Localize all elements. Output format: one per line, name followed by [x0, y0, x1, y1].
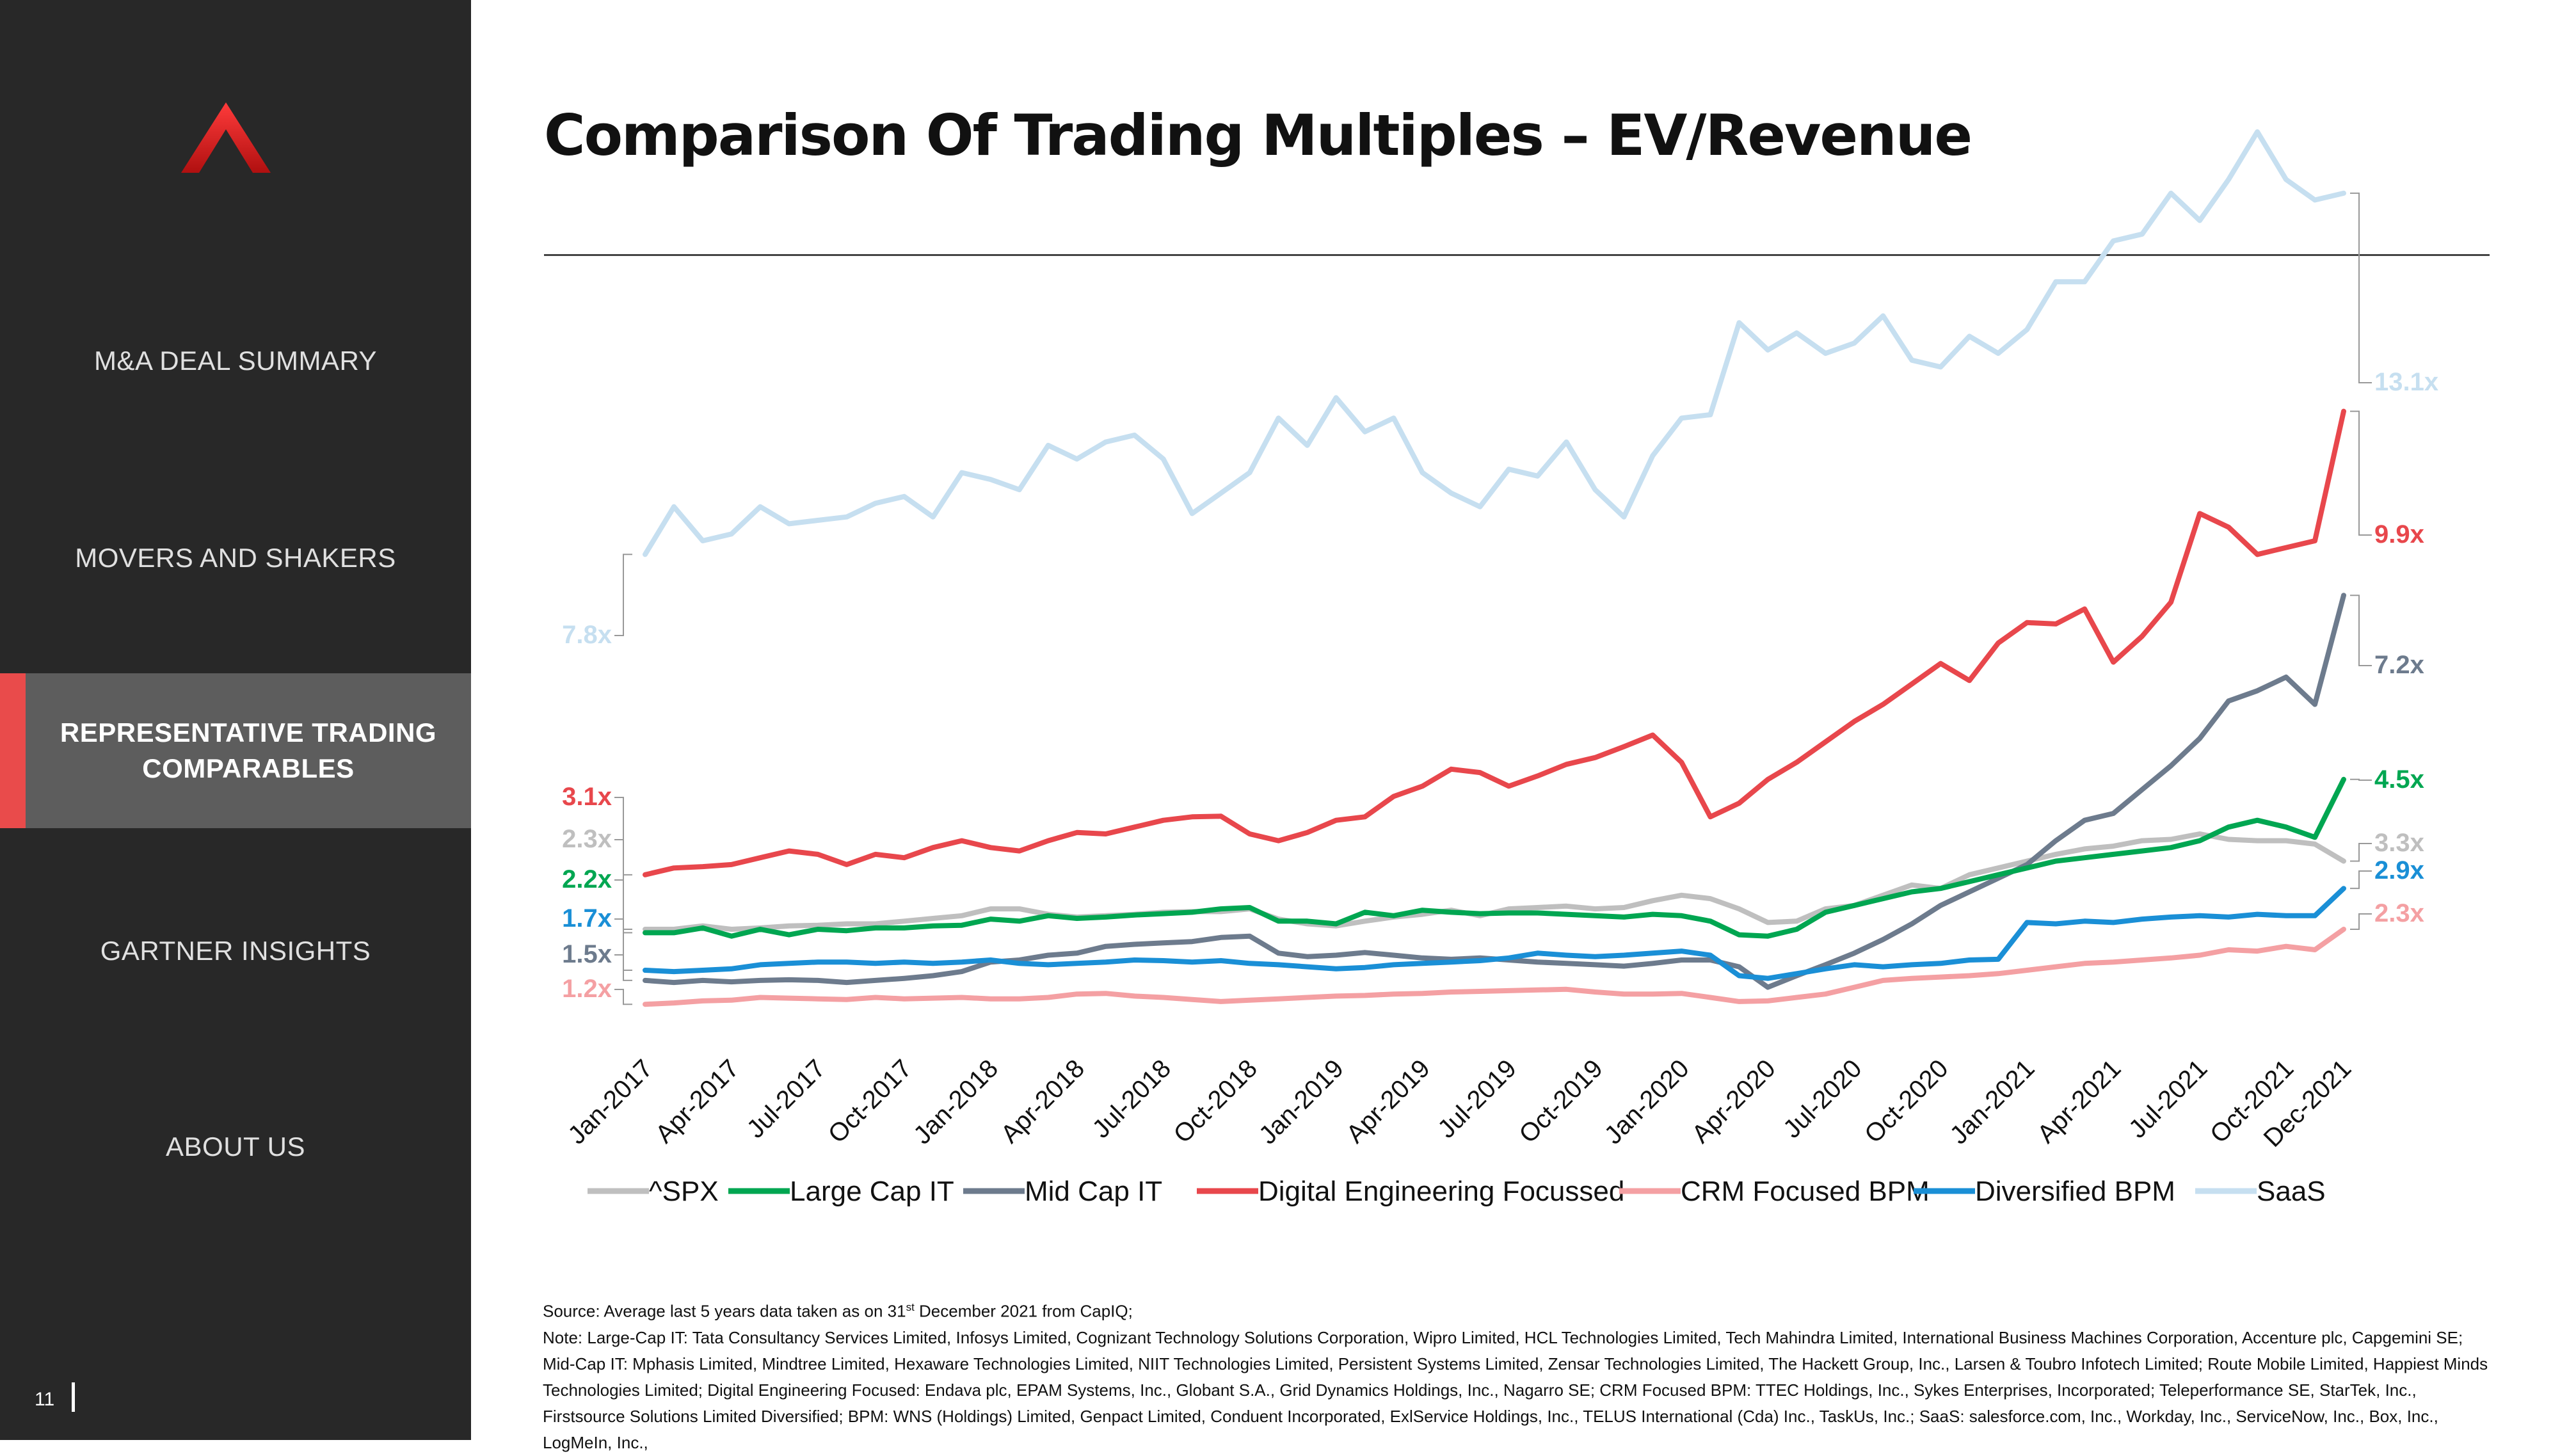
- page-number: 11: [35, 1389, 55, 1410]
- source-note: Source: Average last 5 years data taken …: [543, 1301, 1133, 1321]
- end-label-leader-saas: [2350, 192, 2372, 383]
- nav-item-label-line1: REPRESENTATIVE TRADING: [60, 717, 437, 748]
- nav-item-label-line2: COMPARABLES: [142, 753, 355, 783]
- series-line-large-cap-it: [643, 776, 2346, 939]
- legend-label-crm-focused-bpm: CRM Focused BPM: [1681, 1176, 1930, 1207]
- start-label-leader-digital-engineering-focussed: [614, 797, 632, 876]
- x-tick-label: Jan-2020: [1599, 1054, 1695, 1149]
- x-tick-label: Apr-2018: [996, 1054, 1090, 1148]
- legend-label-large-cap-it: Large Cap IT: [790, 1176, 954, 1207]
- end-label-leader-spx: [2350, 843, 2372, 862]
- start-label-leader-saas: [614, 554, 632, 636]
- nav-item-representative-trading-comparables[interactable]: REPRESENTATIVE TRADING COMPARABLES: [0, 673, 471, 828]
- x-tick-label: Apr-2019: [1341, 1054, 1435, 1148]
- series-line-digital-engineering-focussed: [643, 408, 2346, 877]
- start-label-saas: 7.8x: [562, 621, 612, 649]
- x-tick-label: Jan-2017: [563, 1054, 658, 1149]
- nav-item-ma-deal-summary[interactable]: M&A DEAL SUMMARY: [93, 346, 378, 376]
- nav-item-movers-and-shakers[interactable]: MOVERS AND SHAKERS: [75, 543, 396, 573]
- x-tick-label: Jul-2017: [742, 1054, 831, 1144]
- page-number-divider: [72, 1382, 75, 1412]
- end-label-leader-digital-engineering-focussed: [2350, 410, 2372, 536]
- x-tick-label: Jul-2020: [1778, 1054, 1868, 1144]
- series-line-saas: [643, 129, 2346, 557]
- companies-note: Note: Large-Cap IT: Tata Consultancy Ser…: [543, 1327, 2488, 1452]
- series-line-diversified-bpm: [643, 886, 2346, 981]
- x-tick-label: Jul-2018: [1087, 1054, 1176, 1144]
- x-tick-label: Oct-2020: [1859, 1054, 1953, 1148]
- footnote: Source: Average last 5 years data taken …: [543, 1294, 2495, 1456]
- x-tick-label: Jul-2019: [1432, 1054, 1522, 1144]
- start-label-crm-focused-bpm: 1.2x: [562, 975, 612, 1003]
- legend-label-saas: SaaS: [2257, 1176, 2326, 1207]
- ev-revenue-line-chart: 7.8x 1.2x 2.3x 1.5x 1.7x 2.2x 3.1x 13.1x 2.3x 3.…: [562, 129, 2438, 1207]
- x-tick-label: Oct-2018: [1169, 1054, 1263, 1148]
- x-tick-label: Jan-2018: [908, 1054, 1004, 1149]
- end-label-leader-diversified-bpm: [2350, 870, 2372, 890]
- legend-label-mid-cap-it: Mid Cap IT: [1025, 1176, 1162, 1207]
- page-title: Comparison Of Trading Multiples – EV/Rev…: [544, 102, 1972, 168]
- end-label-mid-cap-it: 7.2x: [2374, 651, 2424, 679]
- end-label-saas: 13.1x: [2374, 368, 2438, 396]
- start-label-leader-crm-focused-bpm: [614, 989, 632, 1005]
- end-label-leader-crm-focused-bpm: [2350, 913, 2372, 931]
- legend-label-digital-engineering-focussed: Digital Engineering Focussed: [1258, 1176, 1624, 1207]
- x-tick-label: Oct-2019: [1514, 1054, 1608, 1148]
- start-label-leader-large-cap-it: [614, 879, 632, 934]
- nav-item-about-us[interactable]: ABOUT US: [166, 1132, 305, 1162]
- x-tick-label: Apr-2020: [1686, 1054, 1780, 1148]
- legend-label-spx: ^SPX: [649, 1176, 719, 1207]
- end-label-spx: 3.3x: [2374, 829, 2424, 857]
- start-label-diversified-bpm: 1.7x: [562, 904, 612, 932]
- title-divider: [544, 254, 2490, 256]
- x-tick-label: Jan-2019: [1254, 1054, 1349, 1149]
- end-label-diversified-bpm: 2.9x: [2374, 856, 2424, 884]
- legend-label-diversified-bpm: Diversified BPM: [1975, 1176, 2175, 1207]
- x-tick-label: Oct-2017: [823, 1054, 917, 1148]
- x-tick-label: Apr-2021: [2032, 1054, 2126, 1148]
- end-label-digital-engineering-focussed: 9.9x: [2374, 520, 2424, 548]
- start-label-leader-diversified-bpm: [614, 918, 632, 971]
- start-label-digital-engineering-focussed: 3.1x: [562, 783, 612, 811]
- end-label-leader-mid-cap-it: [2350, 595, 2372, 666]
- end-label-crm-focused-bpm: 2.3x: [2374, 899, 2424, 927]
- start-label-large-cap-it: 2.2x: [562, 865, 612, 893]
- end-label-large-cap-it: 4.5x: [2374, 765, 2424, 794]
- sidebar: M&A DEAL SUMMARY MOVERS AND SHAKERS REPR…: [0, 0, 471, 1440]
- x-tick-label: Apr-2017: [650, 1054, 744, 1148]
- company-logo-icon: [181, 102, 271, 173]
- x-tick-label: Jul-2021: [2124, 1054, 2213, 1144]
- start-label-spx: 2.3x: [562, 825, 612, 853]
- nav-item-gartner-insights[interactable]: GARTNER INSIGHTS: [100, 936, 371, 966]
- series-line-crm-focused-bpm: [643, 927, 2346, 1007]
- start-label-mid-cap-it: 1.5x: [562, 940, 612, 968]
- x-tick-label: Jan-2021: [1944, 1054, 2040, 1149]
